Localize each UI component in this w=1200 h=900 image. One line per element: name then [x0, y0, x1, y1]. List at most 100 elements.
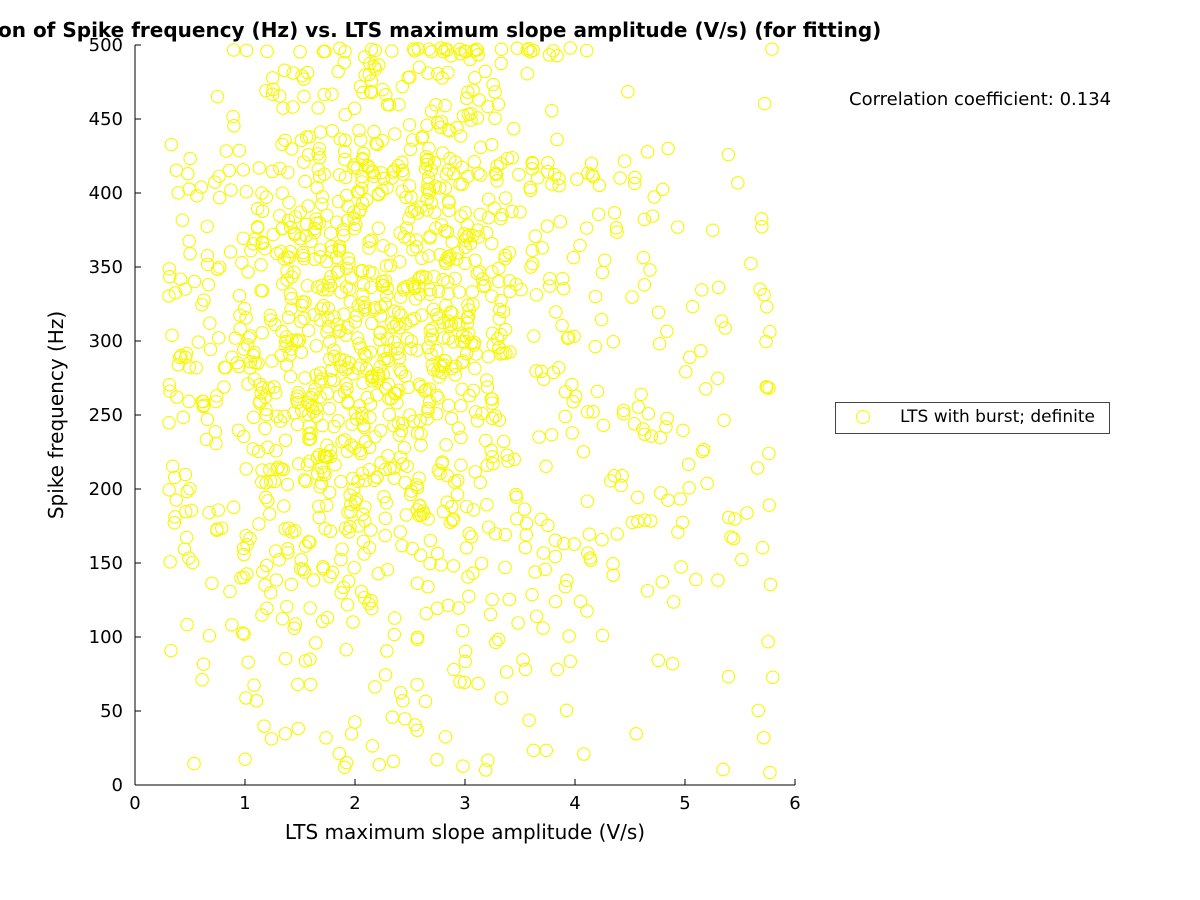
data-point — [240, 692, 252, 704]
data-point — [564, 42, 576, 54]
data-point — [289, 211, 301, 223]
data-point — [512, 617, 524, 629]
data-point — [345, 272, 357, 284]
data-point — [394, 687, 406, 699]
data-point — [270, 445, 282, 457]
data-point — [638, 279, 650, 291]
data-point — [282, 166, 294, 178]
data-point — [440, 439, 452, 451]
data-point — [394, 526, 406, 538]
data-point — [595, 313, 607, 325]
data-point — [554, 216, 566, 228]
data-point — [482, 521, 494, 533]
data-point — [335, 286, 347, 298]
data-point — [510, 488, 522, 500]
data-point — [486, 593, 498, 605]
data-point — [413, 472, 425, 484]
data-point — [614, 172, 626, 184]
data-point — [533, 431, 545, 443]
data-point — [566, 378, 578, 390]
data-point — [201, 413, 213, 425]
data-point — [324, 227, 336, 239]
data-point — [167, 460, 179, 472]
data-point — [386, 45, 398, 57]
data-point — [293, 458, 305, 470]
data-point — [203, 630, 215, 642]
data-point — [176, 214, 188, 226]
svg-text:2: 2 — [349, 793, 360, 814]
data-point — [489, 86, 501, 98]
data-point — [559, 410, 571, 422]
data-point — [397, 695, 409, 707]
data-point — [712, 574, 724, 586]
data-point — [652, 654, 664, 666]
data-point — [581, 406, 593, 418]
data-point — [482, 350, 494, 362]
data-point — [420, 607, 432, 619]
data-point — [348, 562, 360, 574]
data-point — [671, 221, 683, 233]
data-point — [332, 65, 344, 77]
svg-text:50: 50 — [100, 701, 123, 722]
data-point — [240, 463, 252, 475]
data-point — [288, 622, 300, 634]
data-point — [388, 612, 400, 624]
data-point — [695, 345, 707, 357]
data-point — [381, 645, 393, 657]
data-point — [204, 317, 216, 329]
data-point — [472, 677, 484, 689]
data-point — [379, 512, 391, 524]
data-point — [684, 351, 696, 363]
data-point — [618, 155, 630, 167]
data-point — [224, 585, 236, 597]
data-point — [763, 499, 775, 511]
data-point — [220, 145, 232, 157]
data-point — [442, 399, 454, 411]
data-point — [339, 153, 351, 165]
data-point — [564, 655, 576, 667]
svg-text:150: 150 — [89, 553, 123, 574]
data-point — [758, 97, 770, 109]
data-point — [486, 237, 498, 249]
data-point — [686, 300, 698, 312]
data-point — [311, 181, 323, 193]
data-point — [253, 518, 265, 530]
data-point — [190, 362, 202, 374]
svg-text:500: 500 — [89, 35, 123, 56]
data-point — [641, 585, 653, 597]
data-point — [340, 644, 352, 656]
data-point — [377, 240, 389, 252]
data-point — [179, 468, 191, 480]
data-point — [253, 162, 265, 174]
data-point — [204, 343, 216, 355]
data-point — [347, 616, 359, 628]
data-point — [447, 560, 459, 572]
data-point — [448, 663, 460, 675]
data-point — [520, 529, 532, 541]
data-point — [255, 259, 267, 271]
data-point — [326, 125, 338, 137]
data-point — [184, 482, 196, 494]
data-point — [279, 134, 291, 146]
data-point — [580, 222, 592, 234]
data-point — [292, 722, 304, 734]
data-point — [183, 395, 195, 407]
y-axis-label: Spike frequency (Hz) — [44, 311, 68, 519]
data-point — [510, 491, 522, 503]
data-point — [340, 281, 352, 293]
data-point — [465, 531, 477, 543]
data-point — [741, 507, 753, 519]
data-point — [589, 340, 601, 352]
data-point — [386, 711, 398, 723]
data-point — [484, 608, 496, 620]
data-point — [766, 43, 778, 55]
data-point — [722, 670, 734, 682]
data-point — [635, 388, 647, 400]
data-point — [345, 498, 357, 510]
data-point — [278, 64, 290, 76]
data-point — [566, 427, 578, 439]
data-point — [383, 408, 395, 420]
data-point — [495, 692, 507, 704]
svg-text:0: 0 — [112, 775, 123, 796]
data-point — [540, 744, 552, 756]
